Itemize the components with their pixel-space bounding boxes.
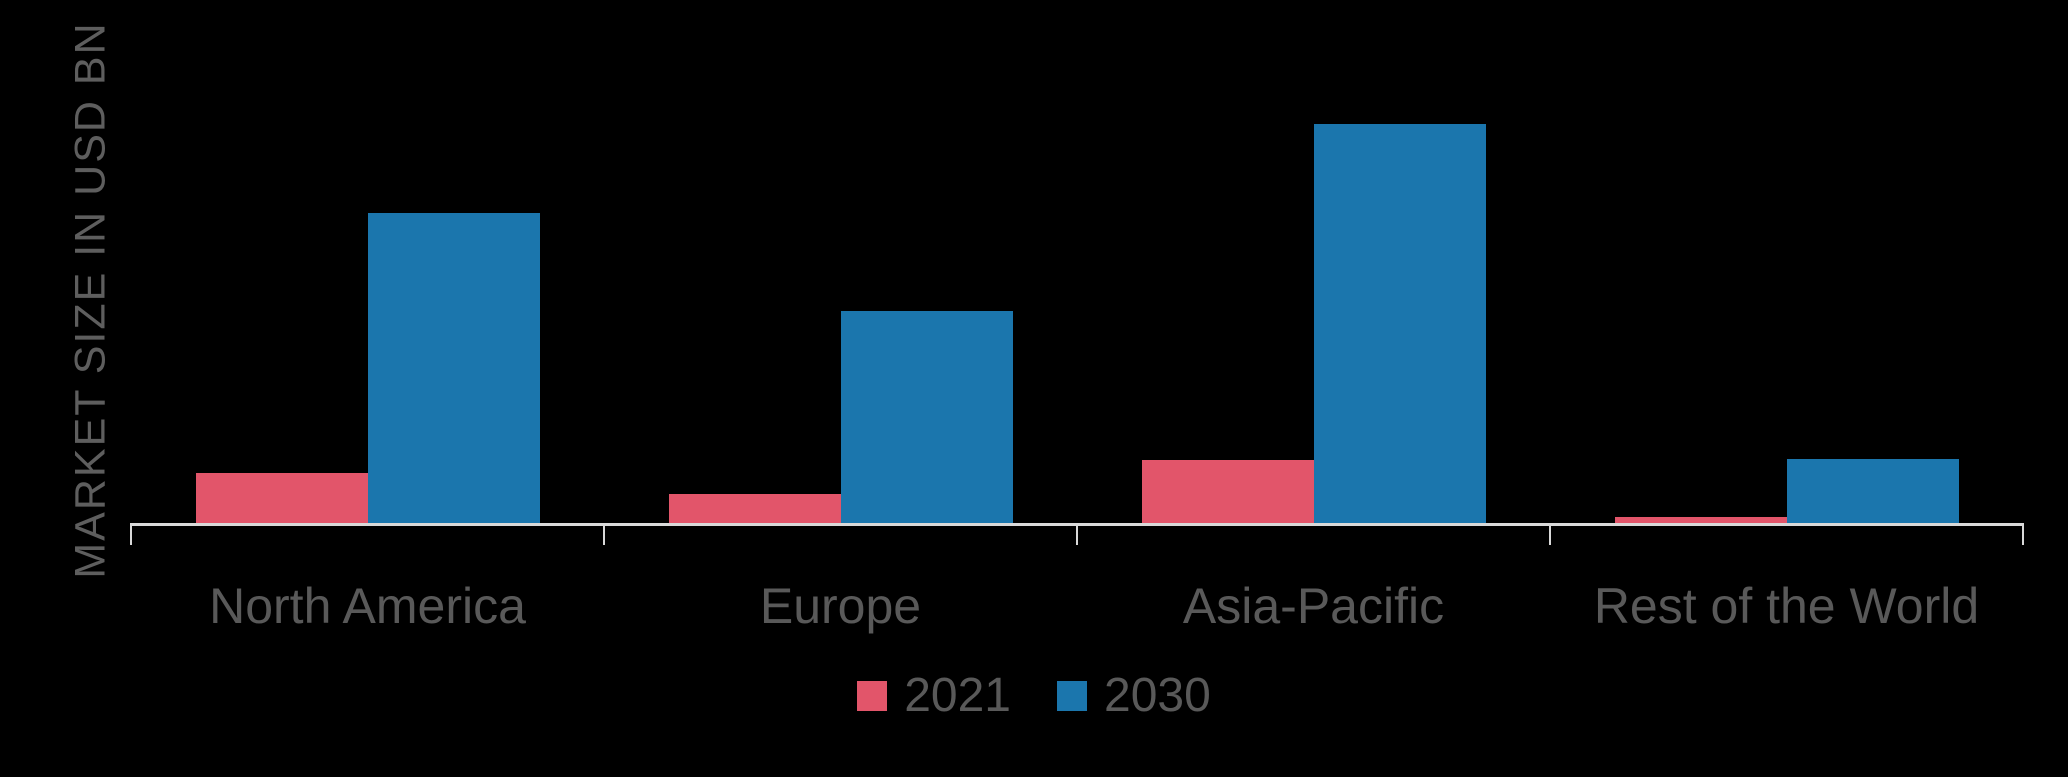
bar-2030-rest-of-the-world bbox=[1786, 459, 1959, 524]
legend: 2021 2030 bbox=[0, 669, 2068, 723]
category-label-asia-pacific: Asia-Pacific bbox=[1182, 578, 1445, 634]
legend-item-2030: 2030 bbox=[1057, 669, 1211, 723]
category-label-europe: Europe bbox=[759, 578, 922, 634]
category-label-rest-of-the-world: Rest of the World bbox=[1593, 578, 1980, 634]
bar-2021-rest-of-the-world bbox=[1614, 517, 1787, 524]
bar-2021-europe bbox=[668, 494, 841, 524]
x-axis-tick-0 bbox=[130, 523, 132, 545]
legend-swatch-2021 bbox=[857, 681, 888, 712]
legend-item-2021: 2021 bbox=[857, 669, 1011, 723]
legend-label-2021: 2021 bbox=[904, 669, 1011, 722]
category-label-north-america: North America bbox=[209, 578, 526, 634]
bar-2030-north-america bbox=[367, 213, 540, 524]
x-axis-tick-2 bbox=[1076, 523, 1078, 545]
x-axis-tick-4 bbox=[2022, 523, 2024, 545]
legend-label-2030: 2030 bbox=[1104, 669, 1211, 722]
bar-2021-north-america bbox=[195, 473, 368, 524]
x-axis-tick-1 bbox=[603, 523, 605, 545]
bar-2030-europe bbox=[840, 311, 1013, 524]
bar-2021-asia-pacific bbox=[1141, 460, 1314, 524]
bar-2030-asia-pacific bbox=[1313, 124, 1486, 524]
x-axis-tick-3 bbox=[1549, 523, 1551, 545]
legend-swatch-2030 bbox=[1057, 681, 1087, 712]
